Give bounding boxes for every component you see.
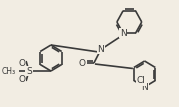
Text: O: O bbox=[19, 59, 26, 68]
Text: CH₃: CH₃ bbox=[1, 66, 16, 76]
Text: N: N bbox=[141, 82, 148, 91]
Text: N: N bbox=[120, 29, 127, 38]
Text: N: N bbox=[97, 45, 104, 54]
Text: Cl: Cl bbox=[137, 76, 146, 85]
Text: O: O bbox=[19, 74, 26, 83]
Text: S: S bbox=[26, 66, 32, 76]
Text: O: O bbox=[79, 59, 86, 68]
